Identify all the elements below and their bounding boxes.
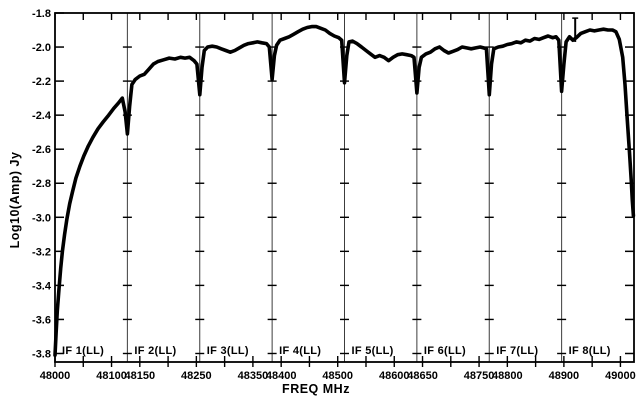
y-axis-title: Log10(Amp) Jy (8, 151, 22, 249)
y-axis: -1.8 -2.0 -2.2 -2.4 -2.6 -2.8 -3.0 -3.2 -3.4 -3.6… (32, 8, 634, 360)
y-tick-label: -2.6 (32, 144, 51, 156)
y-tick-label: -1.8 (32, 8, 51, 20)
if-band-label: IF 2(LL) (134, 345, 176, 357)
plot-frame (54, 12, 635, 363)
if-band-labels: IF 1(LL) IF 2(LL) IF 3(LL) IF 4(LL) IF 5(LL)… (62, 345, 611, 357)
y-tick-label: -3.8 (32, 348, 51, 360)
x-tick-label: 48750 (464, 370, 495, 382)
y-tick-label: -2.2 (32, 76, 51, 88)
if-band-label: IF 4(LL) (279, 345, 321, 357)
y-tick-label: -3.6 (32, 314, 51, 326)
x-tick-label: 48350 (238, 370, 269, 382)
x-tick-label: 48250 (181, 370, 212, 382)
plot-area: -1.8 -2.0 -2.2 -2.4 -2.6 -2.8 -3.0 -3.2 -3.4 -3.6… (32, 8, 636, 382)
x-tick-label: 48000 (40, 370, 71, 382)
x-tick-label: 49000 (605, 370, 636, 382)
x-tick-label: 48150 (125, 370, 156, 382)
y-tick-label: -2.8 (32, 178, 51, 190)
x-tick-label: 48100 (96, 370, 127, 382)
spectrum-curve (53, 24, 636, 357)
if-band-label: IF 6(LL) (424, 345, 466, 357)
x-tick-label: 48900 (549, 370, 580, 382)
y-tick-label: -2.4 (32, 110, 52, 122)
y-tick-label: -3.0 (32, 212, 51, 224)
y-tick-label: -2.0 (32, 42, 51, 54)
x-tick-label: 48600 (379, 370, 410, 382)
x-tick-label: 48650 (407, 370, 438, 382)
panel-dividers (122, 13, 567, 362)
x-axis-title: FREQ MHz (282, 382, 350, 396)
if-band-label: IF 1(LL) (62, 345, 104, 357)
y-tick-label: -3.4 (32, 280, 52, 292)
x-tick-label: 48400 (266, 370, 297, 382)
if-band-label: IF 5(LL) (352, 345, 394, 357)
if-band-label: IF 3(LL) (207, 345, 249, 357)
x-tick-label: 48800 (492, 370, 523, 382)
y-tick-label: -3.2 (32, 246, 51, 258)
if-band-label: IF 7(LL) (496, 345, 538, 357)
if-band-label: IF 8(LL) (569, 345, 611, 357)
x-tick-label: 48500 (322, 370, 353, 382)
